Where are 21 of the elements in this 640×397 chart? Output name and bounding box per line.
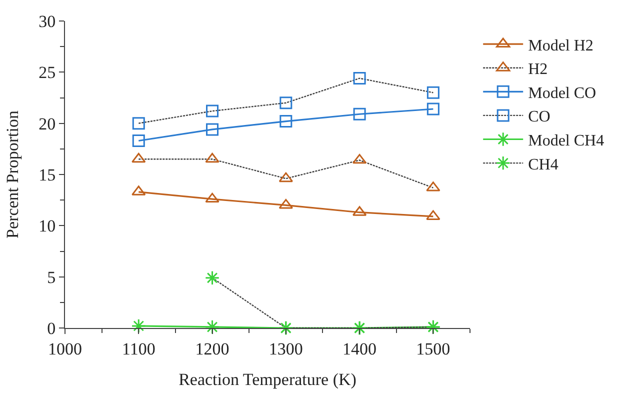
legend-label: Model CO bbox=[528, 84, 596, 102]
y-axis-title: Percent Proportion bbox=[3, 110, 22, 238]
x-tick-label: 1200 bbox=[195, 339, 230, 358]
y-tick-label: 10 bbox=[38, 216, 56, 236]
y-tick-label: 15 bbox=[38, 165, 56, 184]
x-tick-label: 1100 bbox=[122, 339, 156, 358]
x-tick-label: 1000 bbox=[48, 339, 82, 358]
y-tick-label: 5 bbox=[47, 268, 56, 287]
y-tick-label: 0 bbox=[47, 318, 56, 338]
x-tick-label: 1500 bbox=[416, 339, 450, 358]
legend-label: Model H2 bbox=[528, 37, 594, 54]
y-tick-label: 25 bbox=[38, 63, 56, 82]
x-axis-title: Reaction Temperature (K) bbox=[178, 370, 356, 389]
legend-label: CH4 bbox=[528, 156, 558, 174]
y-tick-label: 20 bbox=[38, 114, 56, 134]
legend-label: Model CH4 bbox=[528, 132, 604, 150]
x-tick-label: 1300 bbox=[268, 339, 303, 358]
y-tick-label: 30 bbox=[38, 12, 56, 31]
legend-label: H2 bbox=[528, 61, 548, 78]
legend-label: CO bbox=[528, 108, 550, 126]
x-tick-label: 1400 bbox=[342, 339, 377, 358]
